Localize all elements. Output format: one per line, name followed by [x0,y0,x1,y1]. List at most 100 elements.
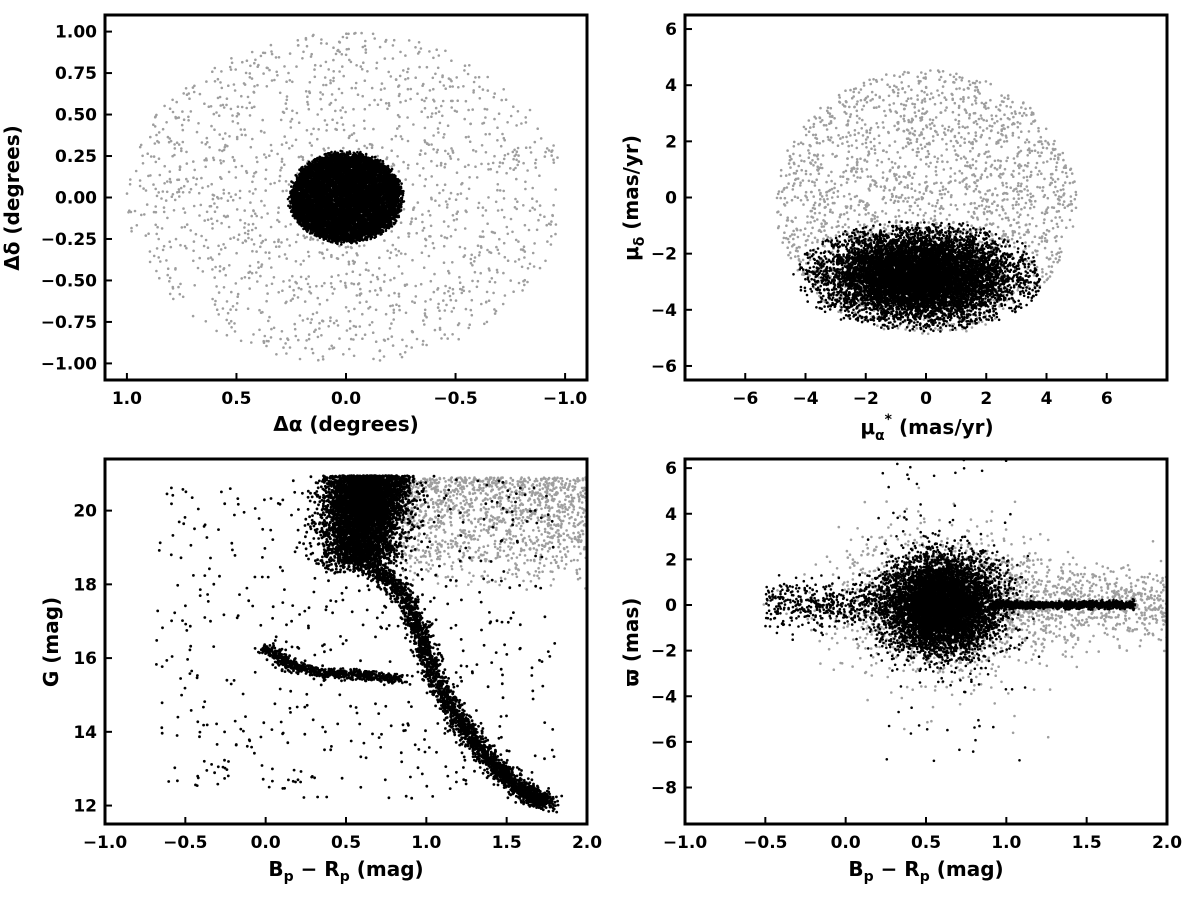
scatter-point [485,320,489,324]
scatter-point [292,288,295,292]
scatter-point [399,135,403,138]
scatter-point [250,106,254,109]
scatter-point [161,127,165,131]
scatter-point [470,253,474,257]
scatter-point [454,228,457,232]
scatter-point [335,319,338,323]
scatter-point [511,150,515,154]
scatter-point [433,100,436,103]
scatter-point [307,275,311,278]
scatter-point [468,64,471,67]
scatter-point [155,194,159,198]
scatter-point [249,201,252,204]
scatter-point [147,232,150,235]
scatter-point [535,200,539,203]
scatter-point [138,184,142,188]
scatter-point [138,145,142,149]
scatter-point [161,190,165,193]
scatter-point [430,196,433,200]
scatter-point [529,151,533,154]
scatter-point [378,267,381,270]
scatter-point [251,249,254,253]
scatter-point [278,174,282,178]
scatter-point [469,261,473,265]
scatter-point [472,80,476,84]
scatter-point [206,141,209,144]
scatter-point [344,246,348,249]
scatter-point [157,191,160,194]
scatter-point [148,250,152,253]
scatter-point [443,309,447,312]
scatter-point [309,238,312,241]
scatter-point [207,105,211,108]
scatter-point [526,267,530,270]
scatter-point [416,162,419,166]
scatter-point [341,253,345,257]
scatter-point [282,111,286,114]
scatter-point [268,257,271,260]
scatter-point [288,285,292,289]
scatter-point [415,337,419,341]
scatter-point [330,150,333,154]
scatter-point [294,280,297,284]
scatter-point [513,148,516,152]
scatter-point [389,251,393,254]
scatter-point [464,307,468,311]
scatter-point [424,300,427,303]
scatter-point [524,180,527,184]
scatter-point [515,158,518,162]
scatter-point [260,263,264,266]
scatter-point [342,146,345,150]
scatter-point [180,149,183,153]
scatter-point [250,214,253,218]
scatter-point [259,274,262,278]
scatter-point [488,269,491,272]
scatter-point [374,308,378,312]
scatter-point [444,162,447,166]
scatter-point [329,282,333,285]
scatter-point [342,128,346,132]
scatter-point [457,322,461,325]
scatter-point [283,135,287,138]
scatter-point [441,114,444,118]
scatter-point [502,136,506,140]
scatter-point [269,336,273,339]
scatter-point [359,287,362,291]
scatter-point [505,225,509,229]
scatter-point [419,149,423,152]
scatter-point [198,92,202,96]
scatter-point [202,244,206,248]
scatter-point [444,87,448,90]
scatter-point [185,150,188,154]
scatter-point [368,289,372,293]
scatter-point [227,225,231,229]
scatter-point [152,210,156,214]
scatter-point [428,89,432,92]
scatter-point [208,205,212,208]
scatter-point [448,155,452,158]
scatter-point [463,69,466,72]
scatter-point [471,279,474,283]
scatter-point [406,87,410,91]
scatter-point [218,269,222,273]
scatter-point [524,116,527,119]
scatter-point [301,57,304,60]
scatter-point [441,75,444,79]
scatter-point [432,87,435,91]
scatter-point [263,334,267,338]
scatter-point [444,284,447,288]
scatter-point [502,88,506,91]
scatter-point [218,95,222,99]
scatter-point [370,146,374,150]
scatter-point [317,358,320,362]
scatter-point [410,346,414,349]
scatter-point [469,122,473,126]
scatter-point [462,289,466,293]
scatter-point [333,287,336,291]
scatter-point [363,44,367,48]
scatter-point [532,265,536,268]
scatter-point [442,84,446,87]
scatter-point [330,255,333,259]
scatter-point [294,260,298,263]
scatter-point [416,92,419,95]
